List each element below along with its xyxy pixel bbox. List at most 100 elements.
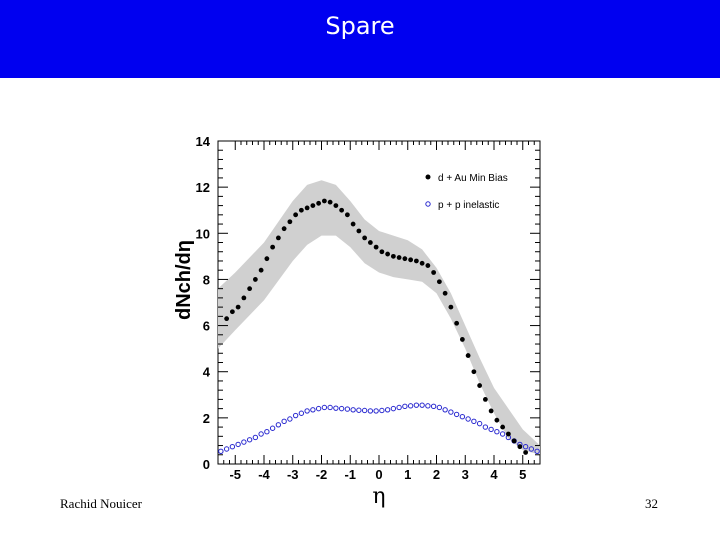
y-tick-label: 10 [196, 226, 210, 241]
pp-data-point [246, 437, 253, 443]
x-tick-label: -4 [258, 467, 270, 482]
pp-data-point [390, 405, 397, 412]
x-tick-label: -1 [344, 467, 356, 482]
dau-data-point [333, 203, 339, 209]
pp-data-point [448, 409, 454, 415]
pp-data-point [333, 405, 339, 411]
pp-data-point [396, 404, 402, 411]
dau-data-point [241, 295, 247, 301]
pp-data-point [476, 420, 483, 427]
pp-data-point [298, 410, 305, 416]
dau-data-point [517, 444, 523, 450]
pp-data-point [304, 408, 310, 414]
dau-data-point [471, 369, 477, 375]
dau-data-point [275, 235, 281, 241]
dau-data-point [344, 212, 350, 218]
dau-data-point [304, 205, 310, 211]
dau-data-point [293, 212, 299, 218]
dau-data-point [327, 199, 333, 205]
y-tick-label: 12 [196, 180, 210, 195]
dau-data-point [310, 203, 316, 209]
dau-data-point [454, 320, 460, 326]
x-tick-label: -2 [316, 467, 328, 482]
pp-data-point [482, 424, 489, 430]
pp-data-point [522, 443, 529, 450]
pp-data-point [269, 425, 276, 431]
dau-data-point [252, 277, 258, 282]
pp-data-point [356, 407, 362, 413]
dau-data-point [339, 207, 345, 213]
dau-data-point [270, 244, 276, 250]
dau-data-point [425, 263, 431, 268]
pp-data-point [361, 407, 368, 414]
pp-data-point [241, 439, 247, 445]
dau-data-point [321, 198, 327, 204]
pp-data-point [499, 431, 506, 437]
dau-data-point [362, 235, 368, 241]
dau-data-point [431, 270, 437, 275]
legend-marker-pp [425, 201, 431, 207]
dau-data-point [298, 207, 304, 213]
pp-data-point [258, 431, 264, 437]
dau-data-point [511, 438, 517, 444]
dau-data-point [500, 424, 506, 430]
pp-data-point [453, 411, 460, 418]
x-tick-label: 3 [462, 467, 469, 482]
dau-data-point [459, 337, 465, 342]
title-banner [0, 0, 720, 78]
pp-data-point [471, 418, 477, 425]
dau-data-point [505, 431, 511, 437]
pp-data-point [419, 402, 425, 408]
pp-data-point [275, 422, 282, 428]
pp-data-point [442, 407, 448, 413]
pp-data-point [465, 416, 471, 422]
y-axis-label: dNch/dη [173, 240, 195, 320]
pp-data-point [281, 418, 287, 425]
slide-title: Spare [325, 12, 395, 40]
dau-data-point [488, 408, 494, 414]
pp-data-point [413, 402, 420, 408]
pp-data-point [350, 407, 356, 413]
legend-label-dau: d + Au Min Bias [438, 173, 508, 184]
x-tick-label: -3 [287, 467, 299, 482]
x-axis-ticks: -5 -4 -3 -2 -1 0 1 2 3 4 5 [223, 141, 535, 482]
uncertainty-band [218, 180, 540, 455]
x-tick-label: 2 [433, 467, 440, 482]
dau-data-point [350, 221, 356, 227]
y-tick-label: 14 [196, 134, 211, 149]
dau-data-point [436, 279, 442, 285]
dau-data-point [448, 304, 454, 310]
pp-series [218, 402, 540, 455]
dau-data-point [396, 255, 402, 260]
pp-data-point [373, 408, 379, 414]
dau-data-point [356, 228, 362, 234]
pp-data-point [384, 407, 391, 413]
x-tick-label: -5 [229, 467, 241, 482]
dau-data-point [385, 251, 391, 257]
pp-data-point [252, 434, 259, 441]
dau-data-point [402, 256, 408, 262]
dau-data-point [373, 244, 379, 250]
pp-data-point [218, 448, 224, 455]
dau-data-point [367, 240, 373, 245]
pp-data-point [402, 403, 408, 410]
pp-data-point [327, 404, 333, 411]
dau-data-point [477, 383, 483, 388]
pp-data-point [459, 414, 466, 420]
pp-data-point [436, 404, 443, 411]
pp-data-point [430, 403, 437, 410]
pp-data-point [338, 405, 345, 412]
pp-data-point [321, 404, 328, 411]
plot-frame [217, 140, 541, 465]
dau-data-point [281, 226, 287, 232]
pp-data-point [528, 446, 535, 452]
pp-data-point [494, 429, 500, 435]
dau-data-point [413, 258, 419, 264]
pp-data-point [407, 403, 414, 409]
dau-data-point [419, 260, 425, 266]
y-tick-label: 6 [203, 319, 210, 334]
dau-data-point [224, 316, 230, 322]
y-tick-label: 2 [203, 411, 210, 426]
dau-data-point [482, 397, 488, 402]
